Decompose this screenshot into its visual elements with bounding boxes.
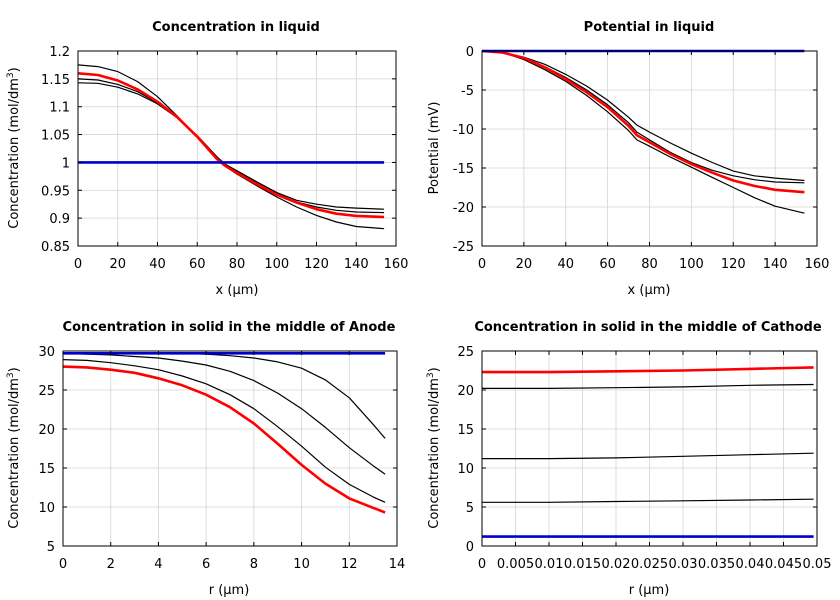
y-axis-label: Concentration (mol/dm3) <box>426 367 442 529</box>
y-tick-label: 0 <box>466 540 474 555</box>
y-tick-label: 15 <box>457 423 474 438</box>
chart-title: Concentration in solid in the middle of … <box>63 320 396 335</box>
chart-concentration-liquid: Concentration in liquid 0 20 40 60 80 100 120 1… <box>6 20 408 298</box>
x-axis-label: x (μm) <box>628 283 671 298</box>
x-tick-label: 8 <box>250 557 258 572</box>
x-axis-label: r (μm) <box>209 583 250 598</box>
x-tick-label: 20 <box>109 257 126 272</box>
x-axis-label: x (μm) <box>216 283 259 298</box>
x-tick-label: 160 <box>805 257 830 272</box>
y-tick-label: -20 <box>453 201 474 216</box>
series-line-t3 <box>481 50 805 184</box>
y-tick-label: -5 <box>461 84 474 99</box>
y-tick-label: 5 <box>47 540 55 555</box>
series-line-t2 <box>77 78 385 214</box>
y-tick-label: 0.95 <box>41 184 70 199</box>
chart-title: Potential in liquid <box>584 20 715 35</box>
x-tick-label: 0 <box>59 557 67 572</box>
chart-title: Concentration in solid in the middle of … <box>474 320 822 335</box>
x-tick-label: 6 <box>202 557 210 572</box>
y-tick-label: 1.15 <box>41 73 70 88</box>
x-tick-label: 120 <box>304 257 329 272</box>
y-tick-label: 0 <box>466 45 474 60</box>
y-tick-label: 0.85 <box>41 240 70 255</box>
series-line-current <box>481 49 805 194</box>
x-axis-label: r (μm) <box>629 583 670 598</box>
chart-solid-anode: Concentration in solid in the middle of … <box>6 320 405 598</box>
y-tick-label: -15 <box>453 162 474 177</box>
series-line-t3 <box>77 82 385 210</box>
x-tick-label: 0.025 <box>631 557 668 572</box>
series-line-t2 <box>482 452 814 460</box>
y-tick-label: 20 <box>38 423 55 438</box>
y-tick-label: 30 <box>38 345 55 360</box>
x-tick-label: 2 <box>107 557 115 572</box>
series-line-current <box>62 365 386 514</box>
series-line-t1 <box>481 50 805 182</box>
y-tick-label: 0.9 <box>49 212 70 227</box>
chart-title: Concentration in liquid <box>152 20 320 35</box>
x-tick-label: 160 <box>384 257 409 272</box>
x-tick-label: 80 <box>229 257 246 272</box>
y-axis-label: Potential (mV) <box>427 102 442 195</box>
x-tick-label: 0.01 <box>535 557 564 572</box>
x-tick-label: 140 <box>344 257 369 272</box>
x-tick-label: 100 <box>679 257 704 272</box>
series-line-t3 <box>482 383 814 389</box>
series-line-current <box>77 72 385 219</box>
x-tick-label: 0.02 <box>602 557 631 572</box>
x-tick-label: 0 <box>74 257 82 272</box>
x-tick-label: 14 <box>389 557 406 572</box>
y-tick-label: -10 <box>453 123 474 138</box>
x-tick-label: 0.05 <box>803 557 832 572</box>
y-tick-label: 20 <box>457 384 474 399</box>
series-line-t2 <box>62 352 386 475</box>
y-tick-label: 5 <box>466 501 474 516</box>
x-tick-label: 10 <box>293 557 310 572</box>
series-line-t3 <box>62 359 386 503</box>
y-tick-label: 1 <box>62 156 70 171</box>
y-axis-label: Concentration (mol/dm3) <box>6 367 22 529</box>
x-tick-label: 0.015 <box>564 557 601 572</box>
x-tick-label: 20 <box>516 257 533 272</box>
x-tick-label: 0.035 <box>698 557 735 572</box>
chart-solid-cathode: Concentration in solid in the middle of … <box>426 320 831 598</box>
x-tick-label: 60 <box>599 257 616 272</box>
series-line-current <box>482 366 814 374</box>
x-tick-label: 0 <box>478 557 486 572</box>
x-tick-label: 0.045 <box>765 557 802 572</box>
y-tick-label: 10 <box>38 501 55 516</box>
chart-potential-liquid: Potential in liquid 0 20 40 60 80 100 120 140 16… <box>427 20 829 298</box>
series-line-t2 <box>481 50 805 214</box>
x-tick-label: 100 <box>264 257 289 272</box>
plot-frame <box>62 350 398 547</box>
x-tick-label: 140 <box>763 257 788 272</box>
series-line-t1 <box>63 352 386 439</box>
x-tick-label: 0.03 <box>669 557 698 572</box>
x-tick-label: 0.005 <box>497 557 534 572</box>
y-tick-label: 25 <box>457 345 474 360</box>
y-tick-label: 15 <box>38 462 55 477</box>
y-axis-label: Concentration (mol/dm3) <box>6 67 22 229</box>
y-tick-label: 1.1 <box>49 101 70 116</box>
x-tick-label: 12 <box>341 557 358 572</box>
x-tick-label: 0 <box>478 257 486 272</box>
y-tick-label: -25 <box>453 240 474 255</box>
x-tick-label: 80 <box>641 257 658 272</box>
x-tick-label: 40 <box>149 257 166 272</box>
y-tick-label: 25 <box>38 384 55 399</box>
x-tick-label: 120 <box>721 257 746 272</box>
x-tick-label: 40 <box>557 257 574 272</box>
y-tick-label: 10 <box>457 462 474 477</box>
y-tick-label: 1.2 <box>49 45 70 60</box>
y-tick-label: 1.05 <box>41 129 70 144</box>
x-tick-label: 0.04 <box>736 557 765 572</box>
x-tick-label: 60 <box>189 257 206 272</box>
x-tick-label: 4 <box>154 557 162 572</box>
series-line-t1 <box>482 498 814 503</box>
